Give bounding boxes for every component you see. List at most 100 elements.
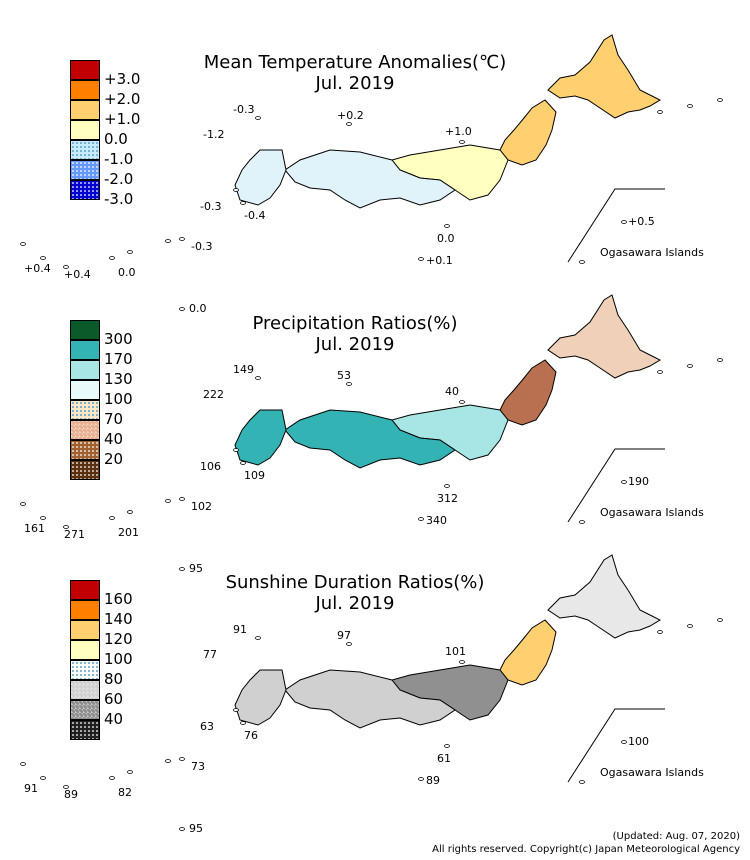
western-honshu-region	[284, 409, 456, 469]
island-mark	[687, 104, 693, 108]
legend-swatch	[70, 680, 100, 700]
station-value-label: -1.2	[203, 128, 224, 141]
legend-swatch	[70, 600, 100, 620]
legend-label: 100	[104, 650, 133, 668]
legend-swatch	[70, 380, 100, 400]
legend-swatch	[70, 640, 100, 660]
station-value-label: 222	[203, 388, 224, 401]
legend-label: 160	[104, 590, 133, 608]
legend-swatch	[70, 340, 100, 360]
station-value-label: 0.0	[189, 302, 207, 315]
island-mark	[127, 510, 133, 514]
station-value-label: +1.0	[445, 125, 472, 138]
island-mark	[444, 744, 450, 748]
station-value-label: 0.0	[437, 232, 455, 245]
legend-label: 100	[104, 390, 133, 408]
ogasawara-islands-label: Ogasawara Islands	[600, 246, 704, 259]
legend-swatch	[70, 460, 100, 480]
legend-label: +3.0	[104, 70, 141, 88]
panel-title-text: Sunshine Duration Ratios(%)	[225, 572, 485, 593]
hokkaido-region	[547, 554, 662, 639]
precipitation-panel: Precipitation Ratios(%) Jul. 2019 300 170…	[0, 0, 750, 480]
station-value-label: 101	[445, 645, 466, 658]
island-mark	[717, 358, 723, 362]
panel-title-text: Precipitation Ratios(%)	[252, 313, 458, 334]
panel-subtitle: Jul. 2019	[315, 73, 395, 94]
station-value-label: +0.4	[64, 268, 91, 281]
legend-label: -1.0	[104, 150, 134, 168]
island-mark	[109, 256, 115, 260]
station-value-label: 109	[244, 469, 265, 482]
station-value-label: 95	[189, 822, 203, 835]
legend-swatch	[70, 60, 100, 80]
kyushu-region	[234, 409, 287, 466]
ogasawara-inset-frame	[567, 448, 665, 523]
legend-label: +1.0	[104, 110, 141, 128]
island-mark	[459, 400, 465, 404]
ogasawara-inset-frame	[567, 188, 665, 263]
hokkaido-region	[547, 294, 662, 379]
legend-label: -3.0	[104, 190, 134, 208]
legend-swatch	[70, 720, 100, 740]
legend-swatch	[70, 140, 100, 160]
station-value-label: 95	[189, 562, 203, 575]
station-value-label: 89	[64, 788, 78, 801]
island-mark	[687, 364, 693, 368]
island-mark	[63, 525, 69, 529]
station-value-label: 89	[426, 774, 440, 787]
station-value-label: 61	[437, 752, 451, 765]
panel-title: Sunshine Duration Ratios(%) Jul. 2019	[190, 572, 520, 614]
kyushu-region	[234, 669, 287, 726]
legend-swatch	[70, 400, 100, 420]
legend-label: 120	[104, 630, 133, 648]
legend-label: 70	[104, 410, 124, 428]
island-mark	[418, 777, 424, 781]
island-mark	[717, 98, 723, 102]
island-mark	[233, 448, 239, 452]
tohoku-region	[499, 359, 557, 426]
island-mark	[20, 762, 26, 766]
japan-map: Ogasawara Islands 149 222 53 40 106 109 312 340 1…	[20, 294, 723, 575]
island-mark	[165, 499, 171, 503]
legend-swatch	[70, 100, 100, 120]
island-mark	[233, 708, 239, 712]
station-value-label: -0.3	[233, 103, 254, 116]
station-value-label: -0.4	[244, 209, 265, 222]
legend-swatch	[70, 80, 100, 100]
legend-swatch	[70, 320, 100, 340]
ogasawara-inset-frame	[567, 708, 665, 783]
island-mark	[179, 567, 185, 571]
island-mark	[40, 256, 46, 260]
japan-map: Ogasawara Islands 91 77 97 101 63 76 61 89 100 91 8…	[20, 554, 723, 835]
legend-swatch	[70, 620, 100, 640]
copyright-text: All rights reserved. Copyright(c) Japan …	[432, 844, 740, 855]
station-value-label: +0.4	[24, 262, 51, 275]
island-mark	[165, 759, 171, 763]
panel-subtitle: Jul. 2019	[315, 593, 395, 614]
panel-title-text: Mean Temperature Anomalies(℃)	[203, 52, 507, 73]
sunshine-panel: Sunshine Duration Ratios(%) Jul. 2019 16…	[0, 0, 750, 740]
panel-title: Precipitation Ratios(%) Jul. 2019	[190, 313, 520, 355]
legend-swatch	[70, 360, 100, 380]
station-value-label: 149	[233, 363, 254, 376]
station-value-label: 312	[437, 492, 458, 505]
station-value-label: 161	[24, 522, 45, 535]
island-mark	[717, 618, 723, 622]
station-value-label: 91	[233, 623, 247, 636]
legend-swatch	[70, 420, 100, 440]
island-mark	[657, 630, 663, 634]
legend-label: 80	[104, 670, 124, 688]
station-value-label: 77	[203, 648, 217, 661]
legend-label: 20	[104, 450, 124, 468]
panel-subtitle: Jul. 2019	[315, 334, 395, 355]
station-value-label: 0.0	[118, 266, 136, 279]
western-honshu-region	[284, 149, 456, 209]
island-mark	[179, 237, 185, 241]
island-mark	[240, 201, 246, 205]
legend-label: 40	[104, 710, 124, 728]
island-mark	[255, 116, 261, 120]
legend-label: 170	[104, 350, 133, 368]
legend-label: 300	[104, 330, 133, 348]
island-mark	[255, 376, 261, 380]
